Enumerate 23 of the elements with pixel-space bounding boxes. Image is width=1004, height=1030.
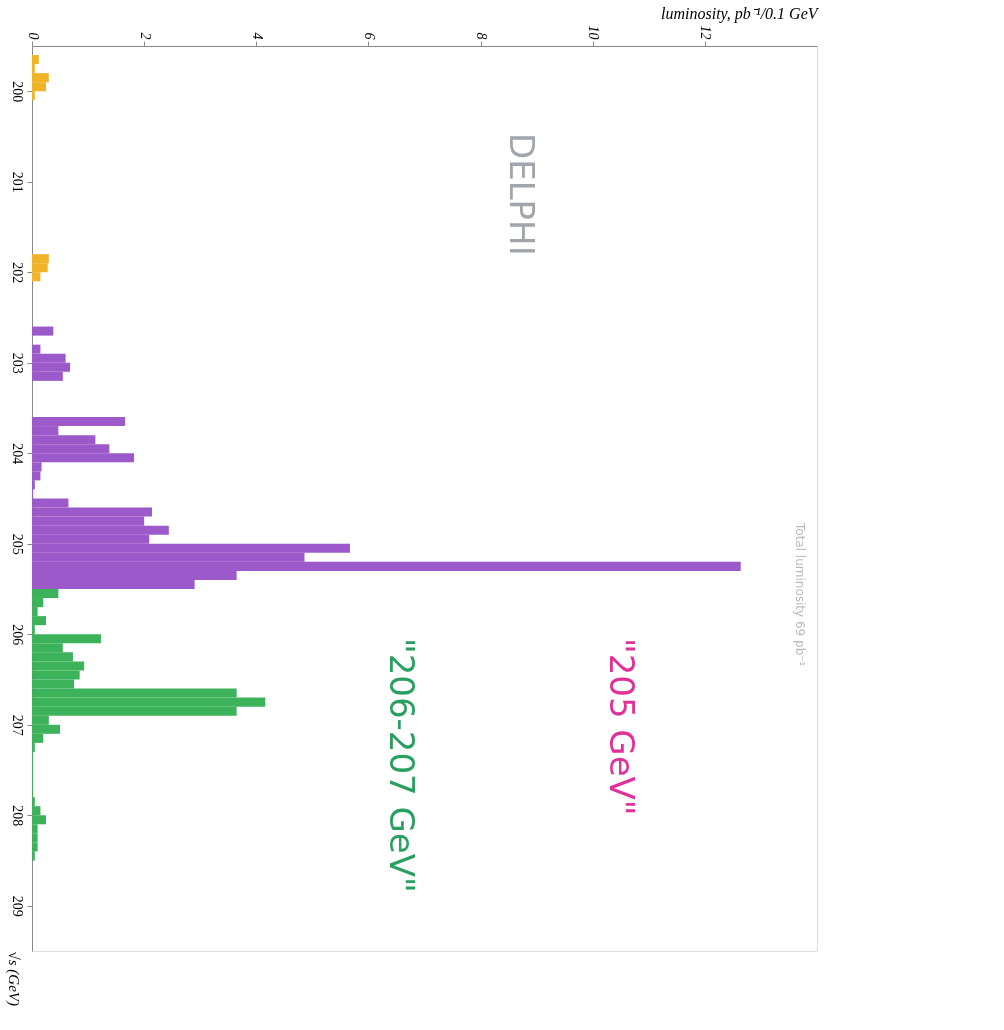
y-tick-label: 200	[9, 81, 25, 103]
y-tick-label: 208	[9, 805, 25, 827]
y-tick-label: 203	[9, 352, 25, 374]
x-tick-label: 2	[137, 32, 153, 40]
x-tick-label: 8	[474, 32, 490, 40]
y-tick-label: 204	[9, 443, 25, 465]
y-tick-label: 209	[9, 895, 25, 917]
x-axis-title: luminosity, pb⁻¹/0.1 GeV	[661, 4, 820, 23]
y-tick-label: 205	[9, 533, 25, 555]
x-tick-label: 12	[698, 25, 714, 40]
annotation: Total luminosity 69 pb⁻¹	[793, 522, 807, 667]
y-axis-title: √s (GeV)	[4, 951, 22, 1006]
annotation: "206-207 GeV"	[382, 638, 422, 893]
annotation: "205 GeV"	[602, 638, 642, 816]
x-tick-label: 6	[361, 32, 377, 40]
y-tick-label: 202	[9, 262, 25, 284]
x-tick-label: 0	[25, 32, 41, 40]
y-tick-label: 206	[9, 624, 25, 646]
x-tick-label: 4	[249, 32, 265, 40]
y-tick-label: 207	[9, 714, 25, 736]
x-tick-label: 10	[586, 25, 602, 40]
y-tick-label: 201	[9, 171, 25, 193]
annotation: DELPHI	[502, 133, 542, 256]
